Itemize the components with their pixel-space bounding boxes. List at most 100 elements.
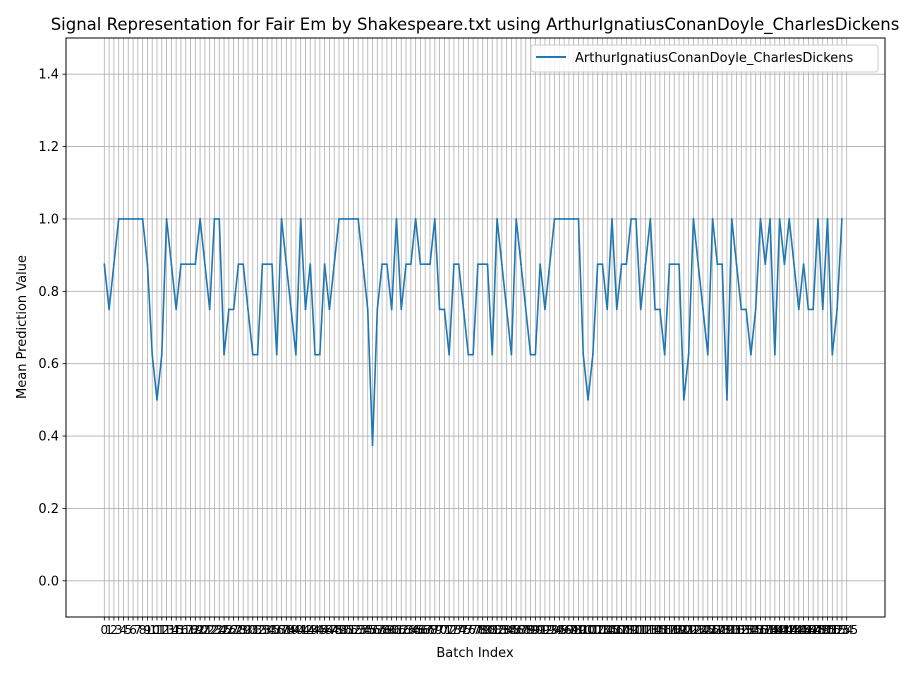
x-tick-label: 102 xyxy=(581,623,604,637)
x-tick-label: 120 xyxy=(668,623,691,637)
data-point xyxy=(678,263,680,266)
data-point xyxy=(376,308,379,311)
data-point xyxy=(721,263,724,266)
data-point xyxy=(687,353,690,356)
x-tick-label: 79 xyxy=(475,623,490,637)
x-tick-label: 134 xyxy=(735,623,758,637)
data-point xyxy=(558,218,561,220)
data-point xyxy=(271,263,273,266)
x-tick-label: 22 xyxy=(202,623,217,637)
x-tick-label: 106 xyxy=(601,623,624,637)
y-tick-label: 0.2 xyxy=(38,502,59,517)
data-point xyxy=(462,308,465,311)
data-point xyxy=(429,263,431,266)
x-tick-label: 62 xyxy=(394,623,409,637)
x-tick-label: 63 xyxy=(398,623,413,637)
x-tick-label: 99 xyxy=(571,623,586,637)
data-point xyxy=(136,218,139,220)
x-tick-label: 96 xyxy=(556,623,571,637)
data-point xyxy=(524,308,527,311)
x-tick-label: 34 xyxy=(260,623,275,637)
data-point xyxy=(385,263,388,266)
y-axis-label: Mean Prediction Value xyxy=(15,255,30,399)
data-point xyxy=(500,263,503,266)
y-tick-label: 0.4 xyxy=(38,430,59,445)
data-point xyxy=(711,218,714,220)
data-point xyxy=(644,263,647,266)
x-tick-label: 114 xyxy=(639,623,662,637)
plot-area-frame xyxy=(65,37,886,618)
x-tick-label: 10 xyxy=(145,623,160,637)
data-point xyxy=(457,263,460,266)
x-tick-label: 85 xyxy=(504,623,519,637)
x-tick-label: 2 xyxy=(110,623,118,637)
data-point xyxy=(615,308,618,311)
x-tick-label: 131 xyxy=(720,623,743,637)
data-point xyxy=(285,263,288,266)
x-tick-label: 142 xyxy=(773,623,796,637)
data-point xyxy=(563,218,566,220)
x-tick-label: 37 xyxy=(274,623,289,637)
x-tick-label: 64 xyxy=(403,623,418,637)
data-point xyxy=(223,353,225,356)
data-point xyxy=(213,218,216,220)
x-tick-label: 47 xyxy=(322,623,337,637)
chart-title: Signal Representation for Fair Em by Sha… xyxy=(51,15,900,35)
x-tick-label: 52 xyxy=(346,623,361,637)
data-point xyxy=(424,263,427,266)
x-tick-label: 113 xyxy=(634,623,657,637)
x-tick-label: 27 xyxy=(226,623,241,637)
data-point xyxy=(275,353,278,356)
data-point xyxy=(304,308,307,311)
data-point xyxy=(735,263,738,266)
x-tick-label: 103 xyxy=(586,623,609,637)
data-point xyxy=(366,308,369,311)
x-tick-label: 155 xyxy=(835,623,858,637)
x-tick-label: 75 xyxy=(456,623,471,637)
x-tick-label: 45 xyxy=(312,623,327,637)
x-tick-label: 112 xyxy=(629,623,652,637)
data-point xyxy=(759,218,762,220)
data-point xyxy=(146,263,149,266)
y-tick-label: 1.4 xyxy=(38,68,59,83)
x-tick-label: 44 xyxy=(307,623,322,637)
x-tick-label: 146 xyxy=(792,623,815,637)
x-tick-label: 135 xyxy=(739,623,762,637)
data-point xyxy=(596,263,599,266)
x-tick-label: 12 xyxy=(154,623,169,637)
data-point xyxy=(151,353,154,356)
data-point xyxy=(697,263,700,266)
data-point xyxy=(232,308,235,311)
x-tick-label: 123 xyxy=(682,623,705,637)
data-point xyxy=(218,218,221,220)
x-tick-label: 41 xyxy=(293,623,308,637)
data-point xyxy=(400,308,403,311)
x-tick-label: 65 xyxy=(408,623,423,637)
data-point xyxy=(156,398,158,401)
x-tick-label: 154 xyxy=(830,623,853,637)
x-tick-label: 124 xyxy=(687,623,710,637)
x-tick-label: 141 xyxy=(768,623,791,637)
x-tick-label: 46 xyxy=(317,623,332,637)
data-point xyxy=(515,218,518,220)
data-point xyxy=(807,308,810,311)
x-tick-label: 35 xyxy=(264,623,279,637)
data-point xyxy=(553,218,556,220)
x-tick-label: 80 xyxy=(480,623,495,637)
data-point xyxy=(639,308,642,311)
x-tick-label: 147 xyxy=(797,623,820,637)
data-point xyxy=(242,263,245,266)
data-point xyxy=(658,308,661,311)
data-point xyxy=(108,308,111,311)
x-tick-label: 3 xyxy=(115,623,123,637)
data-point xyxy=(338,218,340,220)
data-point xyxy=(333,263,336,266)
data-point xyxy=(668,263,671,266)
data-point xyxy=(414,218,417,220)
x-tick-label: 61 xyxy=(389,623,404,637)
x-tick-label: 107 xyxy=(605,623,628,637)
x-tick-label: 29 xyxy=(236,623,251,637)
x-tick-label: 20 xyxy=(192,623,207,637)
x-tick-label: 26 xyxy=(221,623,236,637)
y-tick-label: 0.8 xyxy=(38,285,59,300)
